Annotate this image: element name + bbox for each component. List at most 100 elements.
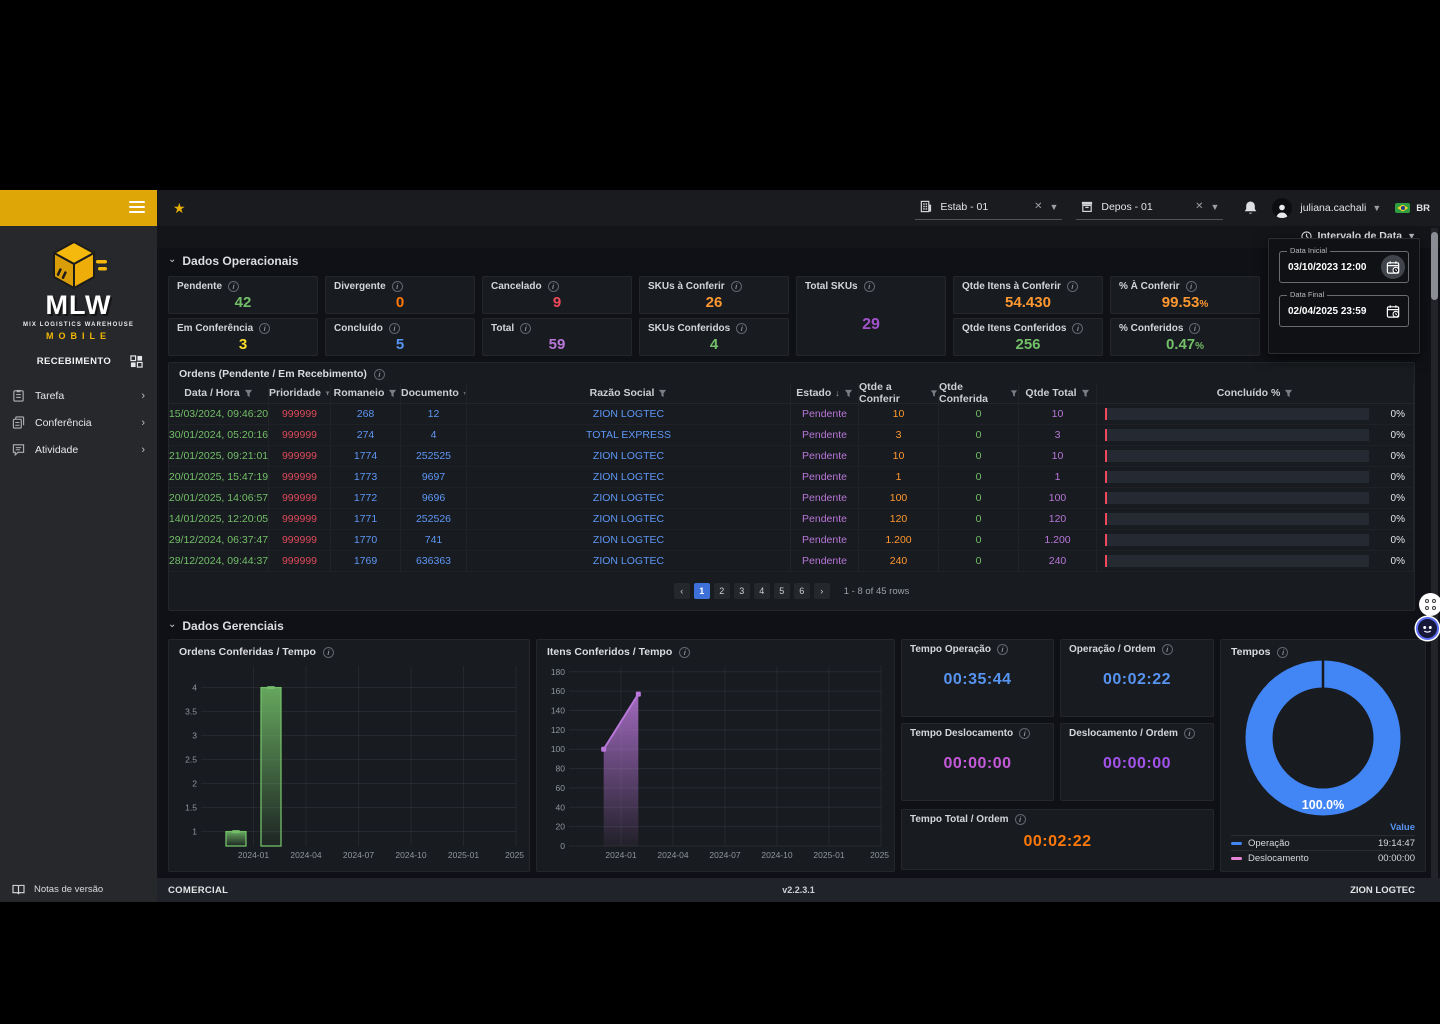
kpi-card-qtde-itens-conferir[interactable]: Qtde Itens à Conferir i 54.430 [953,276,1103,314]
release-notes-link[interactable]: Notas de versão [12,884,103,895]
time-kpi-deslocamento-ordem[interactable]: Deslocamento / Ordem i 00:00:00 [1060,723,1214,801]
info-icon[interactable]: i [1277,646,1289,658]
info-icon[interactable]: i [259,323,271,334]
info-icon[interactable]: i [1185,281,1197,292]
kpi-card-divergente[interactable]: Divergente i 0 [325,276,475,314]
info-icon[interactable]: i [1161,644,1173,655]
filter-funnel-icon[interactable] [463,389,466,398]
time-kpi-tempo-deslocamento[interactable]: Tempo Deslocamento i 00:00:00 [901,723,1054,801]
calendar-icon-button[interactable] [1381,299,1405,323]
column-header-checked[interactable]: Qtde Conferida [939,381,1019,405]
clear-icon[interactable]: ✕ [1195,201,1204,212]
info-icon[interactable]: i [228,281,240,292]
column-header-priority[interactable]: Prioridade [269,383,331,403]
kpi-card-pendente[interactable]: Pendente i 42 [168,276,318,314]
filter-funnel-icon[interactable] [244,389,253,398]
kpi-card-total[interactable]: Total i 59 [482,318,632,356]
legend-row-opera-o[interactable]: Operação 19:14:47 [1231,835,1415,850]
chevron-down-icon[interactable]: ▼ [1372,203,1382,213]
kpi-card-skus-conferidos[interactable]: SKUs Conferidos i 4 [639,318,789,356]
table-row[interactable]: 20/01/2025, 14:06:57 999999 1772 9696 ZION L… [169,488,1414,509]
date-start-field[interactable]: Data Inicial 03/10/2023 12:00 [1279,246,1409,283]
filter-funnel-icon[interactable] [844,389,853,398]
kpi-card-total-skus[interactable]: Total SKUs i 29 [796,276,946,356]
user-avatar[interactable] [1272,198,1293,218]
chevron-down-icon[interactable]: ▼ [1049,201,1059,212]
page-button-4[interactable]: 4 [753,583,770,599]
scrollbar-thumb[interactable] [1431,232,1438,300]
column-header-document[interactable]: Documento [401,383,467,403]
brazil-flag-icon[interactable] [1395,203,1411,213]
table-row[interactable]: 30/01/2024, 05:20:16 999999 274 4 TOTAL EXPR… [169,425,1414,446]
column-header-company[interactable]: Razão Social [467,383,791,403]
info-icon[interactable]: i [863,281,875,292]
kpi-card--conferidos[interactable]: % Conferidos i 0.47% [1110,318,1260,356]
date-end-field[interactable]: Data Final 02/04/2025 23:59 [1279,290,1409,327]
widgets-floating-button[interactable] [1419,593,1440,616]
sidebar-item-conferencia[interactable]: Conferência › [0,409,157,436]
user-name[interactable]: juliana.cachali [1300,202,1367,214]
info-icon[interactable]: i [1189,323,1201,334]
table-row[interactable]: 20/01/2025, 15:47:19 999999 1773 9697 ZION L… [169,467,1414,488]
page-button-5[interactable]: 5 [773,583,790,599]
table-row[interactable]: 28/12/2024, 09:44:37 999999 1769 636363 ZION… [169,551,1414,572]
chevron-down-icon[interactable]: ▼ [1210,201,1220,212]
info-icon[interactable]: i [373,368,385,380]
legend-value-header[interactable]: Value [1390,822,1415,833]
page-button-3[interactable]: 3 [733,583,750,599]
page-button-2[interactable]: 2 [713,583,730,599]
clear-icon[interactable]: ✕ [1034,201,1043,212]
sort-desc-icon[interactable]: ↓ [835,388,840,398]
info-icon[interactable]: i [679,646,691,658]
column-header-total[interactable]: Qtde Total [1019,383,1097,403]
notifications-bell-icon[interactable] [1243,200,1258,216]
filter-funnel-icon[interactable] [1081,389,1090,398]
kpi-card-qtde-itens-conferidos[interactable]: Qtde Itens Conferidos i 256 [953,318,1103,356]
table-row[interactable]: 21/01/2025, 09:21:01 999999 1774 252525 ZION… [169,446,1414,467]
grid-icon[interactable] [130,354,143,368]
section-dados-gerenciais[interactable]: ⌄ Dados Gerenciais [168,619,284,634]
column-header-to_check[interactable]: Qtde a Conferir [859,381,939,405]
filter-funnel-icon[interactable] [1010,389,1018,398]
kpi-card-skus-conferir[interactable]: SKUs à Conferir i 26 [639,276,789,314]
date-end-value[interactable]: 02/04/2025 23:59 [1288,305,1367,317]
time-kpi-tempo-total-ordem[interactable]: Tempo Total / Ordem i 00:02:22 [901,809,1214,870]
info-icon[interactable]: i [391,281,403,292]
info-icon[interactable]: i [547,281,559,292]
sidebar-item-atividade[interactable]: Atividade › [0,436,157,463]
table-row[interactable]: 15/03/2024, 09:46:20 999999 268 12 ZION LOGT… [169,404,1414,425]
page-prev-button[interactable]: ‹ [673,583,690,599]
time-kpi-tempo-opera-o[interactable]: Tempo Operação i 00:35:44 [901,639,1054,717]
info-icon[interactable]: i [1066,281,1078,292]
info-icon[interactable]: i [520,323,532,334]
table-row[interactable]: 14/01/2025, 12:20:05 999999 1771 252526 ZION… [169,509,1414,530]
favorite-star-icon[interactable]: ★ [173,199,186,216]
filter-funnel-icon[interactable] [658,389,667,398]
info-icon[interactable]: i [1014,814,1026,825]
page-button-1[interactable]: 1 [693,583,710,599]
column-header-progress[interactable]: Concluído % [1097,383,1414,403]
legend-row-deslocamento[interactable]: Deslocamento 00:00:00 [1231,850,1415,865]
kpi-card--conferir[interactable]: % À Conferir i 99.53% [1110,276,1260,314]
column-header-romaneio[interactable]: Romaneio [331,383,401,403]
column-header-datetime[interactable]: Data / Hora [169,383,269,403]
info-icon[interactable]: i [736,323,748,334]
calendar-icon-button[interactable] [1381,255,1405,279]
page-next-button[interactable]: › [813,583,830,599]
filter-funnel-icon[interactable] [1284,389,1293,398]
filter-funnel-icon[interactable] [930,389,938,398]
deposit-selector[interactable]: Depos - 01 ✕ ▼ [1076,196,1224,220]
section-dados-operacionais[interactable]: ⌄ Dados Operacionais [168,254,298,269]
filter-funnel-icon[interactable] [325,389,330,398]
time-kpi-opera-o-ordem[interactable]: Operação / Ordem i 00:02:22 [1060,639,1214,717]
info-icon[interactable]: i [1072,323,1084,334]
sidebar-item-tarefa[interactable]: Tarefa › [0,382,157,409]
hamburger-menu-icon[interactable] [129,201,145,214]
info-icon[interactable]: i [388,323,400,334]
info-icon[interactable]: i [996,644,1008,655]
kpi-card-em-confer-ncia[interactable]: Em Conferência i 3 [168,318,318,356]
kpi-card-conclu-do[interactable]: Concluído i 5 [325,318,475,356]
kpi-card-cancelado[interactable]: Cancelado i 9 [482,276,632,314]
column-header-status[interactable]: Estado ↓ [791,383,859,403]
filter-funnel-icon[interactable] [388,389,397,398]
